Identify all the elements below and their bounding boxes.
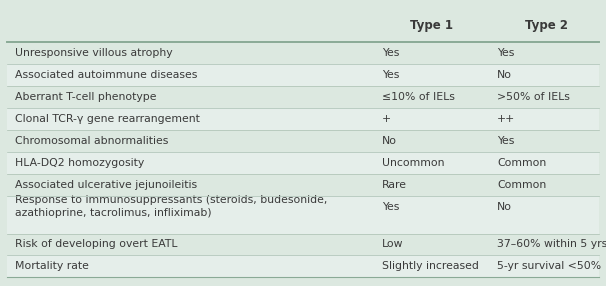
Bar — [7, 196, 599, 233]
Text: No: No — [382, 136, 397, 146]
Text: Unresponsive villous atrophy: Unresponsive villous atrophy — [15, 48, 172, 58]
Text: 37–60% within 5 yrs: 37–60% within 5 yrs — [497, 239, 606, 249]
Text: ++: ++ — [497, 114, 515, 124]
Text: HLA-DQ2 homozygosity: HLA-DQ2 homozygosity — [15, 158, 144, 168]
Text: No: No — [497, 70, 512, 80]
Text: Yes: Yes — [382, 70, 399, 80]
Bar — [7, 255, 599, 277]
Bar — [7, 174, 599, 196]
Text: Type 1: Type 1 — [410, 19, 453, 32]
Text: Type 2: Type 2 — [525, 19, 568, 32]
Text: Yes: Yes — [382, 202, 399, 212]
Bar — [7, 42, 599, 64]
Text: Aberrant T-cell phenotype: Aberrant T-cell phenotype — [15, 92, 156, 102]
Bar — [7, 64, 599, 86]
Text: Uncommon: Uncommon — [382, 158, 444, 168]
Text: Low: Low — [382, 239, 403, 249]
Text: 5-yr survival <50%: 5-yr survival <50% — [497, 261, 601, 271]
Bar — [7, 86, 599, 108]
Text: Common: Common — [497, 158, 546, 168]
Text: No: No — [497, 202, 512, 212]
Text: Yes: Yes — [497, 48, 514, 58]
Text: ≤10% of IELs: ≤10% of IELs — [382, 92, 454, 102]
Text: Slightly increased: Slightly increased — [382, 261, 479, 271]
Bar — [7, 108, 599, 130]
Text: Yes: Yes — [382, 48, 399, 58]
Text: Associated ulcerative jejunoileitis: Associated ulcerative jejunoileitis — [15, 180, 197, 190]
Text: Yes: Yes — [497, 136, 514, 146]
Bar — [7, 152, 599, 174]
Bar — [7, 233, 599, 255]
Text: Associated autoimmune diseases: Associated autoimmune diseases — [15, 70, 197, 80]
Text: Chromosomal abnormalities: Chromosomal abnormalities — [15, 136, 168, 146]
Text: Mortality rate: Mortality rate — [15, 261, 88, 271]
Bar — [7, 130, 599, 152]
Text: +: + — [382, 114, 391, 124]
Text: Rare: Rare — [382, 180, 407, 190]
Text: Risk of developing overt EATL: Risk of developing overt EATL — [15, 239, 177, 249]
Text: Response to immunosuppressants (steroids, budesonide,
azathioprine, tacrolimus, : Response to immunosuppressants (steroids… — [15, 195, 327, 218]
Text: Clonal TCR-γ gene rearrangement: Clonal TCR-γ gene rearrangement — [15, 114, 199, 124]
Text: Common: Common — [497, 180, 546, 190]
Text: >50% of IELs: >50% of IELs — [497, 92, 570, 102]
